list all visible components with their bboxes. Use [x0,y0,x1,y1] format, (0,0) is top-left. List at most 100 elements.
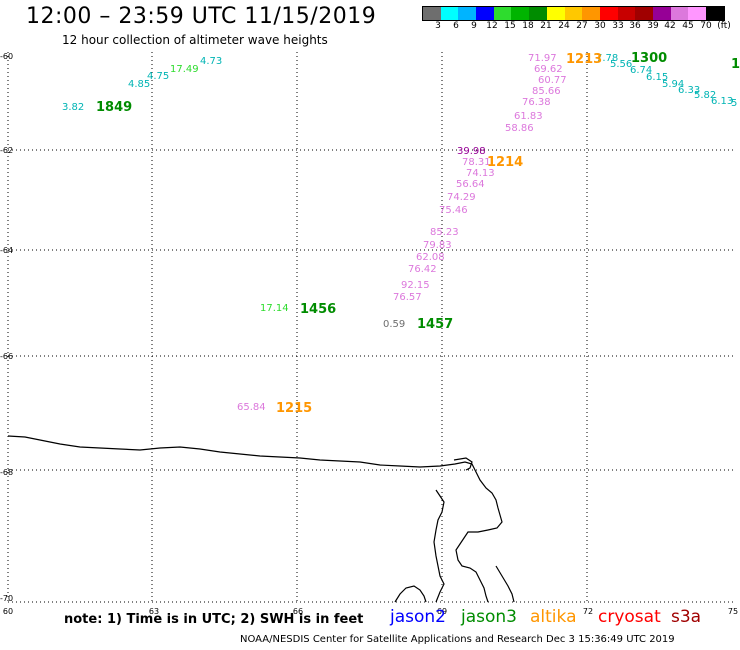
color-scale-bar [422,6,725,21]
wave-reading: 4.73 [200,56,222,67]
pass-time: 1214 [487,155,523,170]
color-scale-cell [564,7,583,20]
map-gridlines [7,52,735,603]
coastline-inlet-bend [495,565,515,603]
wave-reading: 5 [731,98,737,109]
longitude-label: 69 [437,607,447,616]
color-scale-label: 21 [540,21,552,31]
wave-reading: 17.14 [260,303,289,314]
wave-reading: 58.86 [505,123,534,134]
color-scale-label: 39 [647,21,659,31]
color-scale-labels: 3 6 9 12 15 18 21 24 27 30 33 36 39 42 45 70 (ft) [422,21,740,35]
wave-reading: 85.66 [532,86,561,97]
footnote: note: 1) Time is in UTC; 2) SWH is in fe… [64,612,364,627]
longitude-label: 60 [3,607,13,616]
latitude-label: -62 [0,146,13,155]
wave-reading: 17.49 [170,64,199,75]
wave-reading: 78.31 [462,157,491,168]
wave-reading: 76.38 [522,97,551,108]
color-scale-cell [493,7,512,20]
color-scale-label: 70 [700,21,712,31]
latitude-label: -64 [0,246,13,255]
color-scale-cell [599,7,618,20]
satellite-legend-cryosat: cryosat [598,607,661,627]
color-scale-label: 33 [612,21,624,31]
color-scale-label: 12 [486,21,498,31]
wave-reading: 74.29 [447,192,476,203]
wave-reading: 79.83 [423,240,452,251]
color-scale-cell [582,7,600,20]
wave-reading: 62.08 [416,252,445,263]
coastline-islet-north [453,457,473,471]
color-scale-label: 42 [664,21,676,31]
color-scale-cell [706,7,724,20]
wave-reading: 75.46 [439,205,468,216]
pass-time: 1300 [631,51,667,66]
longitude-label: 63 [149,607,159,616]
pass-time: 1215 [276,401,312,416]
wave-reading: 5.56 [610,59,632,70]
wave-reading: 0.59 [383,319,405,330]
coastline-inlet-west [433,489,445,603]
credit-line: NOAA/NESDIS Center for Satellite Applica… [240,634,675,645]
latitude-label: -60 [0,52,13,61]
wave-reading: 71.97 [528,53,557,64]
color-scale-label: 3 [435,21,441,31]
color-scale-label: 27 [576,21,588,31]
color-scale-cell [546,7,565,20]
wave-reading: 60.77 [538,75,567,86]
wave-reading: 5.94 [662,79,684,90]
color-scale-cell [458,7,477,20]
pass-time: 1456 [300,302,336,317]
wave-reading: 6.74 [630,65,652,76]
wave-reading: 76.42 [408,264,437,275]
color-scale-label: 18 [522,21,534,31]
color-scale-cell [440,7,459,20]
longitude-label: 72 [583,607,593,616]
wave-reading: 6.33 [678,85,700,96]
color-scale-cell [511,7,530,20]
color-scale-cell [670,7,689,20]
color-scale-label: 24 [558,21,570,31]
color-scale-cell [423,7,441,20]
color-scale-label: 9 [471,21,477,31]
longitude-label: 75 [728,607,738,616]
wave-reading: 6.15 [646,72,668,83]
satellite-legend-altika: altika [530,607,577,627]
latitude-label: -66 [0,352,13,361]
wave-reading: 4.75 [147,71,169,82]
wave-reading: 56.64 [456,179,485,190]
color-scale-label: 15 [504,21,516,31]
pass-times-layer: 1849 1213 1300 1214 1456 1457 1215 1 [96,51,740,416]
latitude-label: -70 [0,594,13,603]
longitude-label: 66 [293,607,303,616]
wave-reading: 6.13 [711,96,733,107]
axis-labels: -60 -62 -64 -66 -68 -70 60 63 66 69 72 75 [0,52,738,616]
color-scale-cell [529,7,547,20]
wave-reading: 76.57 [393,292,422,303]
color-scale-label: 30 [594,21,606,31]
pass-time: 1849 [96,100,132,115]
latitude-label: -68 [0,468,13,477]
color-scale-cell [617,7,636,20]
wave-reading: 69.62 [534,64,563,75]
wave-reading: 3.82 [62,102,84,113]
color-scale-cell [688,7,706,20]
satellite-legend-s3a: s3a [671,607,702,627]
satellite-legend-jason2: jason2 [390,607,446,627]
pass-time: 1213 [566,52,602,67]
pass-time: 1457 [417,317,453,332]
coastline-main [7,435,503,603]
coastline-south-arc [394,585,427,603]
satellite-legend-jason3: jason3 [461,607,517,627]
wave-reading: 65.84 [237,402,266,413]
color-scale-cell [635,7,653,20]
page-title: 12:00 – 23:59 UTC 11/15/2019 [26,4,377,29]
wave-reading: 5.82 [694,90,716,101]
pass-time: 1 [731,57,740,72]
color-scale-label: 6 [453,21,459,31]
color-scale-label: 45 [682,21,694,31]
coastline [7,435,515,603]
